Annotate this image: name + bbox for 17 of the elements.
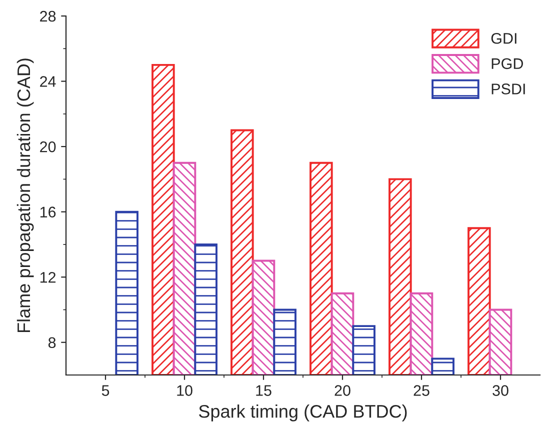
y-tick-label: 20 <box>40 141 56 152</box>
y-tick-label: 12 <box>40 272 56 283</box>
legend-label: GDI <box>491 32 516 44</box>
x-tick-label: 20 <box>334 385 350 396</box>
y-tick-label: 24 <box>40 76 56 87</box>
x-tick-label: 30 <box>492 385 508 396</box>
x-axis-title: Spark timing (CAD BTDC) <box>198 404 407 422</box>
y-axis-title: Flame propagation duration (CAD) <box>16 58 34 332</box>
y-tick-label: 8 <box>48 337 56 348</box>
x-tick-label: 15 <box>256 385 272 396</box>
legend-label: PSDI <box>492 84 525 94</box>
x-tick-label: 10 <box>177 385 192 396</box>
x-tick-label: 25 <box>414 385 430 396</box>
x-tick-label: 5 <box>102 385 110 396</box>
y-tick-label: 28 <box>40 10 56 22</box>
y-tick-label: 16 <box>40 206 56 218</box>
legend-label: PGD <box>492 58 523 70</box>
